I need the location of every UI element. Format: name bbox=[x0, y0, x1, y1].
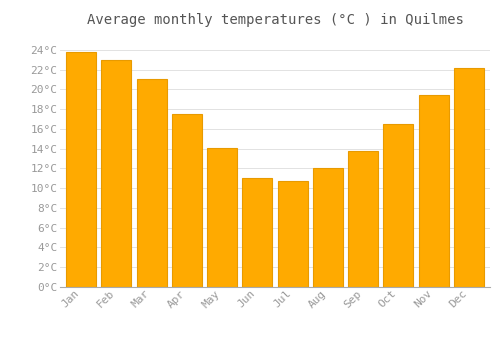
Bar bbox=[348, 150, 378, 287]
Bar bbox=[136, 79, 166, 287]
Bar bbox=[172, 114, 202, 287]
Title: Average monthly temperatures (°C ) in Quilmes: Average monthly temperatures (°C ) in Qu… bbox=[86, 13, 464, 27]
Bar bbox=[454, 68, 484, 287]
Bar bbox=[102, 60, 132, 287]
Bar bbox=[384, 124, 414, 287]
Bar bbox=[418, 95, 448, 287]
Bar bbox=[207, 148, 237, 287]
Bar bbox=[242, 178, 272, 287]
Bar bbox=[66, 52, 96, 287]
Bar bbox=[313, 168, 343, 287]
Bar bbox=[278, 181, 308, 287]
